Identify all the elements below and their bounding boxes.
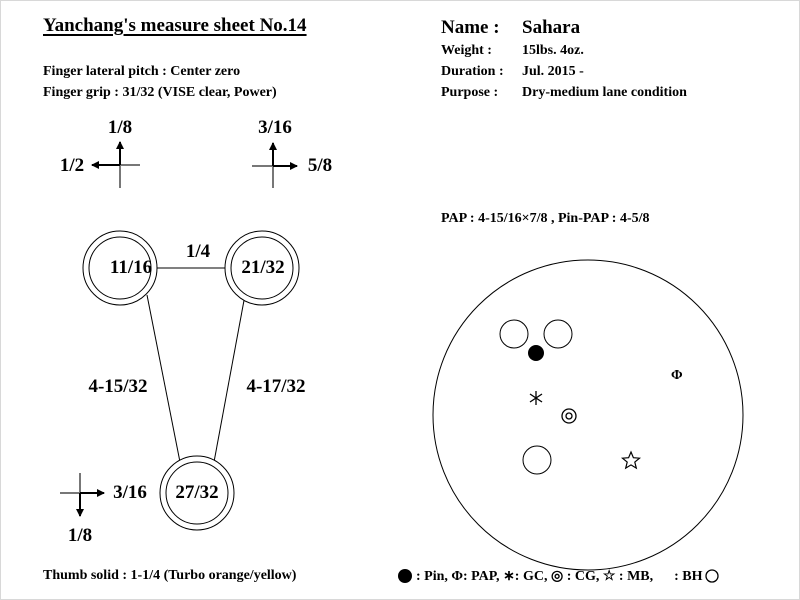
middle-pitch-cross <box>91 141 140 188</box>
finger-grip: Finger grip : 31/32 (VISE clear, Power) <box>43 85 277 100</box>
mb-star-icon <box>620 450 642 470</box>
finger-pitch: Finger lateral pitch : Center zero <box>43 64 241 79</box>
middle-hole-size: 11/16 <box>109 257 153 278</box>
thumb-pitch-cross <box>60 473 105 517</box>
span-right: 4-17/32 <box>246 376 306 397</box>
ring-pitch-cross <box>252 142 298 188</box>
weight-label: Weight : <box>441 43 492 58</box>
legend-pap-icon: Φ <box>451 569 463 584</box>
ring-hole-size: 21/32 <box>241 257 285 278</box>
ring-hole-inner <box>230 236 294 300</box>
duration-value: Jul. 2015 - <box>522 64 584 79</box>
name-label: Name : <box>441 17 500 38</box>
middle-side-pitch: 1/2 <box>59 155 85 176</box>
legend-cg: : CG, <box>566 569 600 584</box>
legend-gc-icon: ∗ <box>503 569 515 584</box>
span-left: 4-15/32 <box>88 376 148 397</box>
legend-mb: : MB, <box>618 569 654 584</box>
bh-ring-icon <box>543 319 573 349</box>
thumb-hole-size: 27/32 <box>175 482 219 503</box>
bh-middle-icon <box>499 319 529 349</box>
middle-hole-inner <box>88 236 152 300</box>
pap-icon: Φ <box>671 368 683 383</box>
purpose-label: Purpose : <box>441 85 499 100</box>
pin-icon <box>528 345 544 361</box>
span-left-line <box>146 294 181 463</box>
ball-outline <box>432 259 744 571</box>
legend: : Pin, Φ: PAP, ∗: GC, ◎ : CG, ☆ : MB, : … <box>416 568 703 585</box>
middle-forward-pitch: 1/8 <box>107 117 133 138</box>
legend-pap: : PAP, <box>463 569 500 584</box>
legend-mb-icon: ☆ <box>602 569 616 584</box>
gc-icon <box>529 391 543 405</box>
name-value: Sahara <box>522 17 581 38</box>
legend-pin-icon <box>398 569 412 583</box>
cg-icon <box>561 408 577 424</box>
legend-gc: : GC, <box>514 569 548 584</box>
thumb-forward-pitch: 1/8 <box>67 525 93 546</box>
bh-thumb-icon <box>522 445 552 475</box>
weight-value: 15lbs. 4oz. <box>522 43 584 58</box>
ring-forward-pitch: 3/16 <box>258 117 292 138</box>
span-right-line <box>213 294 246 463</box>
legend-bh-icon <box>705 569 719 583</box>
thumb-hole-inner <box>165 461 229 525</box>
duration-label: Duration : <box>441 64 504 79</box>
legend-pin: : Pin, <box>416 569 448 584</box>
ring-side-pitch: 5/8 <box>307 155 333 176</box>
legend-bh: : BH <box>674 569 703 584</box>
layout-spec: PAP : 4-15/16×7/8 , Pin-PAP : 4-5/8 <box>441 211 650 226</box>
thumb-solid: Thumb solid : 1-1/4 (Turbo orange/yellow… <box>43 568 297 583</box>
purpose-value: Dry-medium lane condition <box>522 85 687 100</box>
legend-cg-icon: ◎ <box>550 569 564 584</box>
thumb-side-pitch: 3/16 <box>113 482 147 503</box>
page-title: Yanchang's measure sheet No.14 <box>43 15 307 36</box>
bridge-size: 1/4 <box>185 241 211 262</box>
